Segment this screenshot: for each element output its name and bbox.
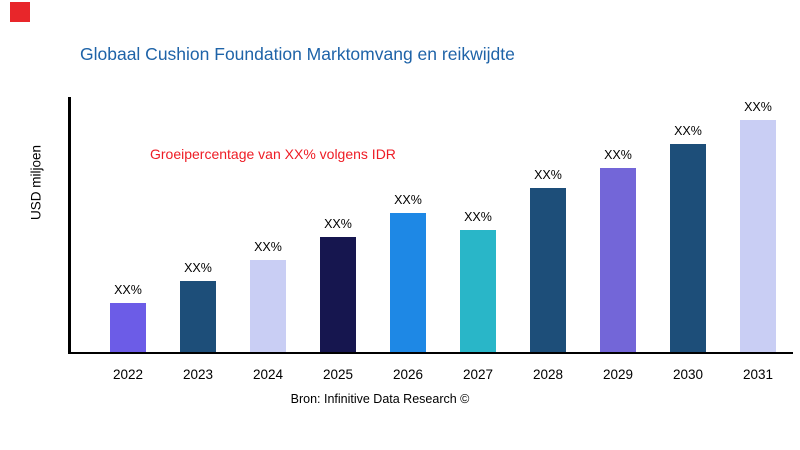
bar-group-2031: XX% 2031 bbox=[723, 97, 793, 382]
source-attribution: Bron: Infinitive Data Research © bbox=[290, 392, 470, 406]
bar-value-label: XX% bbox=[674, 124, 702, 138]
bar-2025 bbox=[320, 237, 356, 352]
bar-chart-plot-area: XX% 2022 XX% 2023 XX% 2024 XX% 2025 XX% 2026 XX% 20… bbox=[68, 97, 793, 382]
x-axis-tick-label: 2028 bbox=[532, 367, 564, 382]
bar-2022 bbox=[110, 303, 146, 352]
brand-logo-square bbox=[10, 2, 30, 22]
x-axis-tick-label: 2029 bbox=[602, 367, 634, 382]
x-axis-tick-label: 2022 bbox=[112, 367, 144, 382]
bar-2027 bbox=[460, 230, 496, 352]
bar-group-2029: XX% 2029 bbox=[583, 97, 653, 382]
bar-group-2026: XX% 2026 bbox=[373, 97, 443, 382]
x-axis-tick-label: 2023 bbox=[182, 367, 214, 382]
bar-value-label: XX% bbox=[114, 283, 142, 297]
bar-group-2023: XX% 2023 bbox=[163, 97, 233, 382]
x-axis-tick-label: 2025 bbox=[322, 367, 354, 382]
bar-2028 bbox=[530, 188, 566, 352]
x-axis-tick-label: 2031 bbox=[742, 367, 774, 382]
bar-group-2027: XX% 2027 bbox=[443, 97, 513, 382]
x-axis-tick-label: 2027 bbox=[462, 367, 494, 382]
bar-value-label: XX% bbox=[394, 193, 422, 207]
y-axis-label: USD miljoen bbox=[28, 144, 44, 221]
bar-group-2024: XX% 2024 bbox=[233, 97, 303, 382]
bar-group-2030: XX% 2030 bbox=[653, 97, 723, 382]
chart-title: Globaal Cushion Foundation Marktomvang e… bbox=[80, 44, 515, 64]
bar-value-label: XX% bbox=[534, 168, 562, 182]
x-axis-tick-label: 2024 bbox=[252, 367, 284, 382]
growth-annotation: Groeipercentage van XX% volgens IDR bbox=[150, 146, 396, 162]
bar-group-2028: XX% 2028 bbox=[513, 97, 583, 382]
bar-2030 bbox=[670, 144, 706, 352]
bar-2029 bbox=[600, 168, 636, 352]
bar-group-2022: XX% 2022 bbox=[93, 97, 163, 382]
bar-value-label: XX% bbox=[604, 148, 632, 162]
x-axis-tick-label: 2026 bbox=[392, 367, 424, 382]
bar-2023 bbox=[180, 281, 216, 352]
bar-group-2025: XX% 2025 bbox=[303, 97, 373, 382]
bar-value-label: XX% bbox=[254, 240, 282, 254]
bar-2024 bbox=[250, 260, 286, 352]
bar-value-label: XX% bbox=[184, 261, 212, 275]
bar-value-label: XX% bbox=[464, 210, 492, 224]
x-axis-tick-label: 2030 bbox=[672, 367, 704, 382]
bar-2026 bbox=[390, 213, 426, 352]
bar-2031 bbox=[740, 120, 776, 352]
bar-value-label: XX% bbox=[744, 100, 772, 114]
bar-value-label: XX% bbox=[324, 217, 352, 231]
